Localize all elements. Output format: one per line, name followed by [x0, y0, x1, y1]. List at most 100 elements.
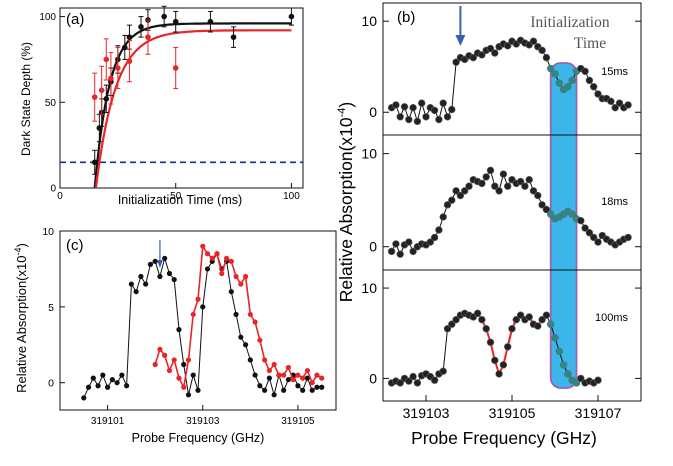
data-point — [564, 370, 572, 378]
black-data-point — [190, 372, 196, 378]
red-data-point — [166, 367, 173, 374]
data-point — [568, 76, 576, 85]
subpanel-frame-100ms — [382, 269, 642, 402]
red-data-point — [214, 251, 220, 257]
panel-b-xlabel: Probe Frequency (GHz) — [411, 428, 597, 448]
data-point — [581, 67, 589, 75]
data-point — [452, 58, 460, 66]
data-point — [516, 177, 525, 186]
black-data-point — [126, 34, 133, 40]
data-point — [478, 179, 486, 188]
red-data-point — [319, 375, 325, 381]
data-point — [504, 343, 512, 351]
black-data-point — [228, 289, 234, 295]
data-point — [525, 175, 533, 184]
data-point — [430, 233, 439, 242]
panel-b-marks — [387, 36, 632, 387]
data-point — [525, 313, 533, 321]
black-data-point — [285, 377, 292, 383]
data-point — [426, 238, 434, 246]
black-data-point — [242, 342, 249, 348]
data-point — [448, 105, 456, 114]
red-data-point — [233, 273, 239, 280]
data-point — [534, 322, 542, 330]
highlight-band — [549, 62, 578, 389]
data-point — [581, 224, 589, 232]
data-point — [529, 187, 538, 195]
black-data-point — [233, 311, 239, 318]
red-data-point — [290, 377, 296, 383]
data-point — [495, 187, 503, 195]
red-data-point — [108, 75, 114, 82]
panel-a-frame — [59, 7, 304, 189]
data-point — [611, 103, 619, 112]
data-point — [409, 247, 417, 256]
panel-b-label: (b) — [397, 9, 415, 26]
data-point — [594, 90, 602, 98]
data-point — [443, 201, 452, 209]
data-point — [589, 233, 598, 242]
x-tick-label: 319107 — [575, 405, 622, 421]
y-tick-label: 10 — [361, 280, 377, 296]
black-data-point — [81, 395, 87, 401]
data-point — [508, 325, 516, 333]
annotation-line-2: Time — [574, 35, 606, 52]
black-data-point — [100, 372, 106, 378]
subpanel-label: 15ms — [601, 66, 628, 78]
black-data-point — [143, 281, 149, 287]
data-point — [482, 173, 490, 181]
data-point — [585, 76, 594, 85]
y-tick-label: 0 — [369, 239, 377, 255]
data-point — [542, 311, 551, 319]
black-data-point — [266, 375, 272, 381]
subpanel-label: 18ms — [601, 196, 628, 208]
black-data-point — [295, 383, 301, 389]
red-data-point — [185, 357, 192, 363]
red-data-point — [309, 380, 315, 386]
data-point — [546, 210, 555, 218]
y-tick-label: 50 — [45, 98, 57, 109]
data-point — [413, 379, 422, 387]
data-point — [491, 356, 499, 365]
x-tick-label: 319103 — [403, 405, 450, 421]
black-data-point — [162, 255, 168, 261]
red-data-point — [171, 357, 177, 363]
arrow-down-icon — [156, 240, 163, 268]
red-data-point — [103, 56, 110, 63]
black-data-point — [147, 261, 154, 267]
data-point — [491, 182, 499, 190]
red-data-point — [190, 311, 196, 318]
black-data-point — [109, 377, 115, 383]
panel-c-marks — [81, 243, 325, 401]
data-point — [486, 44, 495, 53]
black-data-point — [230, 34, 237, 40]
black-data-point — [181, 361, 187, 368]
red-series-line — [154, 243, 323, 390]
data-point — [546, 320, 555, 328]
panel-b-subpanel-labels: 15ms 18ms 100ms — [595, 66, 629, 324]
data-point — [396, 250, 404, 258]
data-point — [546, 64, 555, 73]
red-data-point — [152, 361, 158, 368]
data-point — [538, 315, 546, 324]
data-point — [456, 191, 465, 200]
data-point — [448, 320, 456, 328]
arrow-down-icon — [455, 6, 466, 46]
data-point — [452, 187, 460, 195]
black-data-point — [319, 384, 325, 390]
data-point — [486, 166, 495, 175]
black-data-point — [104, 384, 111, 390]
y-tick-label: 100 — [39, 12, 56, 23]
data-point — [504, 182, 512, 190]
data-point — [439, 367, 447, 375]
x-tick-label: 319105 — [281, 416, 315, 427]
black-data-point — [262, 387, 268, 393]
red-data-point — [314, 372, 320, 378]
y-tick-label: 10 — [42, 226, 54, 238]
data-point — [534, 191, 542, 200]
red-data-point — [126, 58, 133, 64]
data-point — [473, 309, 482, 318]
data-point — [430, 106, 439, 115]
